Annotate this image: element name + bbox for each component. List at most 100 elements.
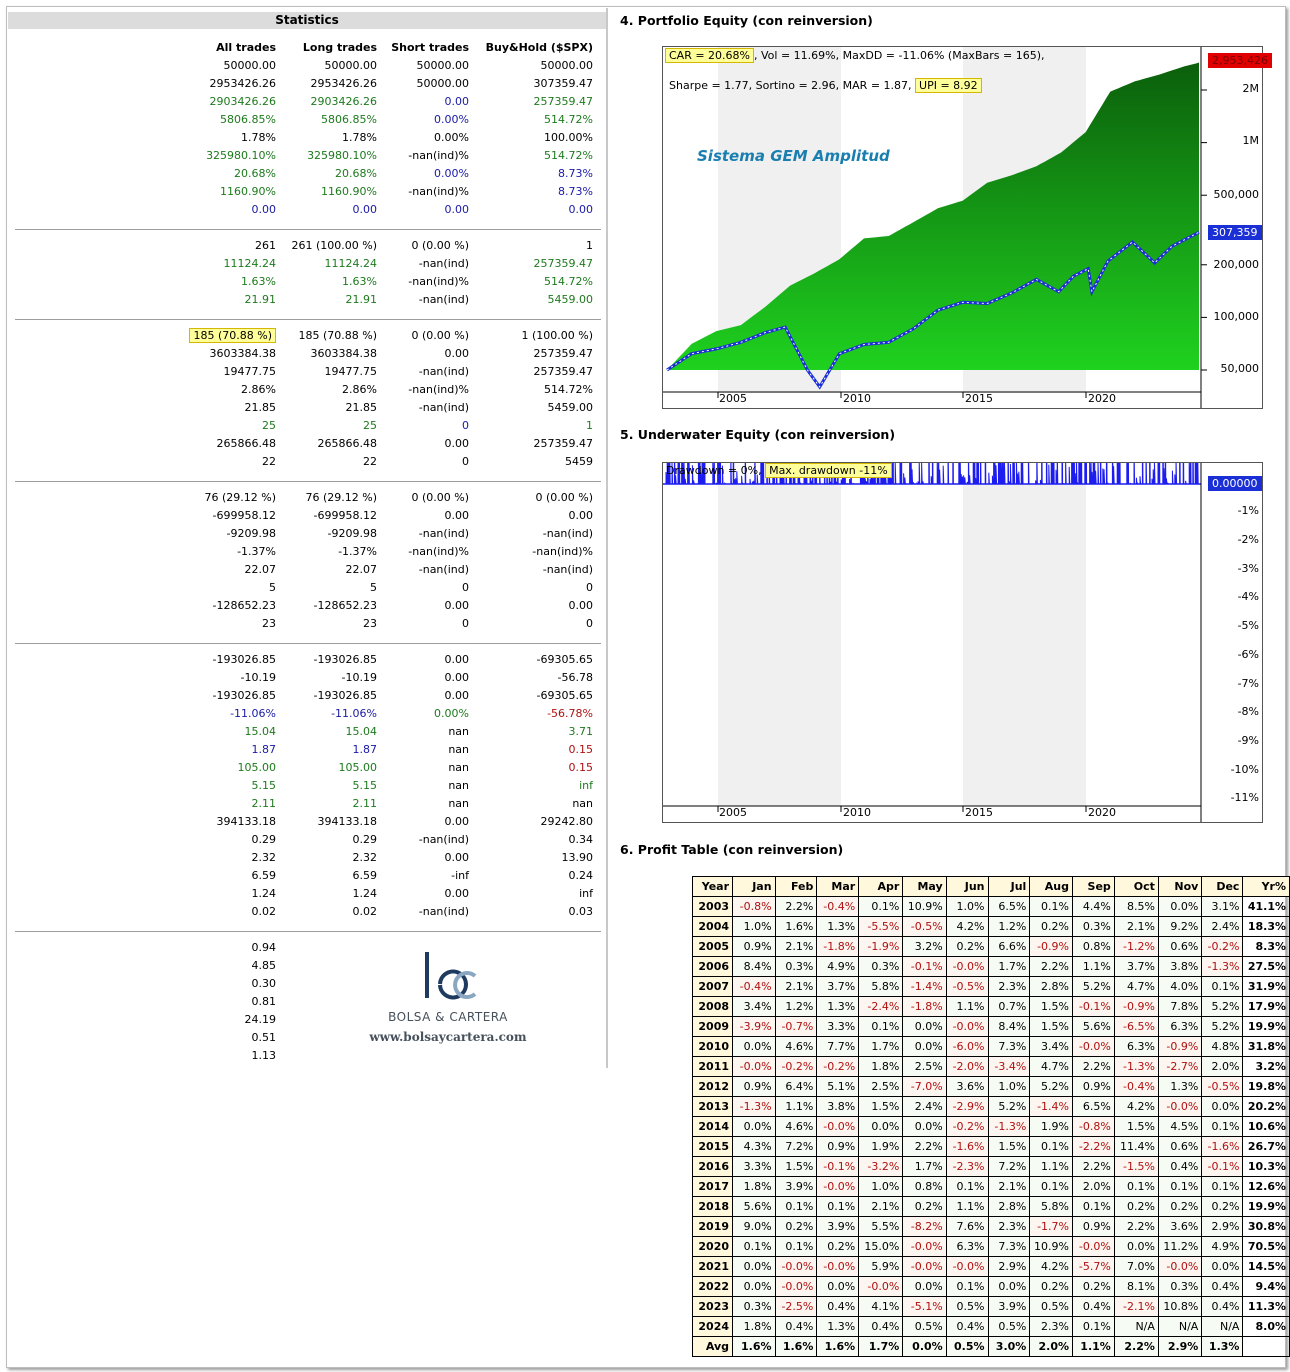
profit-table-cell: 1.1% bbox=[945, 996, 989, 1017]
stats-cell: 50000.00 bbox=[223, 59, 277, 72]
profit-table-cell: 1.0% bbox=[945, 896, 989, 917]
profit-table-cell: 20.2% bbox=[1242, 1096, 1290, 1117]
profit-table-cell: -0.4% bbox=[1113, 1076, 1159, 1097]
profit-table-cell: -2.7% bbox=[1157, 1056, 1203, 1077]
profit-table-cell: 1.9% bbox=[1029, 1116, 1073, 1137]
winners-row: 185 (70.88 %) 185 (70.88 %) 0 (0.00 %) 1 (1… bbox=[8, 327, 606, 345]
profit-table-cell: 2.5% bbox=[902, 1056, 947, 1077]
stats-row: 25 25 0 1 bbox=[8, 417, 606, 435]
stats-cell: 325980.10% bbox=[307, 149, 377, 162]
stats-row: -1.37% -1.37% -nan(ind)% -nan(ind)% bbox=[8, 543, 606, 561]
stats-cell: -nan(ind) bbox=[418, 527, 469, 540]
profit-table-cell: 0.0% bbox=[902, 1016, 947, 1037]
profit-table-cell: 2.9% bbox=[987, 1256, 1031, 1277]
profit-table-cell: 1.1% bbox=[945, 1196, 989, 1217]
profit-table-year: 2018 bbox=[691, 1196, 734, 1217]
stats-row: 1.87 1.87 nan 0.15 bbox=[8, 741, 606, 759]
stats-row: 0.00 0.00 0.00 0.00 bbox=[8, 201, 606, 219]
profit-table-cell: 3.4% bbox=[1029, 1036, 1073, 1057]
section-divider bbox=[15, 319, 601, 320]
profit-table-cell: 1.7% bbox=[858, 1036, 904, 1057]
profit-table-cell: -3.9% bbox=[732, 1016, 776, 1037]
profit-table-cell: 2.2% bbox=[902, 1136, 947, 1157]
stats-row: -193026.85 -193026.85 0.00 -69305.65 bbox=[8, 687, 606, 705]
profit-table-cell: 0.2% bbox=[1029, 916, 1073, 937]
stats-cell: 1 bbox=[586, 239, 593, 252]
profit-table-cell: 3.6% bbox=[1157, 1216, 1203, 1237]
stats-cell: -nan(ind) bbox=[418, 905, 469, 918]
stats-cell: 514.72% bbox=[544, 383, 593, 396]
stats-cell: 20.68% bbox=[234, 167, 276, 180]
stats-cell: -9209.98 bbox=[327, 527, 377, 540]
profit-table-cell: -0.0% bbox=[732, 1056, 776, 1077]
stats-cell: 2.11 bbox=[352, 797, 378, 810]
profit-table-cell: 2.1% bbox=[987, 1176, 1031, 1197]
profit-table-cell: N/A bbox=[1157, 1316, 1203, 1337]
profit-table-cell: -0.0% bbox=[816, 1256, 860, 1277]
profit-table-cell: 1.5% bbox=[774, 1156, 818, 1177]
stats-row: 21.91 21.91 -nan(ind) 5459.00 bbox=[8, 291, 606, 309]
profit-table-cell: 0.1% bbox=[858, 896, 904, 917]
profit-table-cell: 1.3% bbox=[816, 1316, 860, 1337]
x-axis-tick-label: 2020 bbox=[1088, 806, 1116, 819]
profit-table-column-header: Jun bbox=[945, 876, 989, 897]
stats-cell: -193026.85 bbox=[313, 653, 377, 666]
stats-cell: 5459.00 bbox=[547, 293, 594, 306]
stats-cell: 0.00 bbox=[444, 203, 470, 216]
stats-cell: 2953426.26 bbox=[310, 77, 377, 90]
profit-table-cell: 8.4% bbox=[987, 1016, 1031, 1037]
profit-table-cell: 0.1% bbox=[1072, 1196, 1115, 1217]
profit-table-cell: 0.3% bbox=[1157, 1276, 1203, 1297]
stats-cell: 2.11 bbox=[251, 797, 277, 810]
profit-table-cell: 0.7% bbox=[987, 996, 1031, 1017]
profit-table-cell: 0.9% bbox=[732, 1076, 776, 1097]
stats-cell: -nan(ind) bbox=[418, 257, 469, 270]
stats-row: -11.06% -11.06% 0.00% -56.78% bbox=[8, 705, 606, 723]
stats-row: 325980.10% 325980.10% -nan(ind)% 514.72% bbox=[8, 147, 606, 165]
profit-table-row: 2018 5.6% 0.1% 0.1% 2.1% 0.2% 1.1% 2.8% 5.8% 0.1%… bbox=[691, 1196, 1290, 1217]
stats-cell: -56.78% bbox=[547, 707, 593, 720]
profit-table-cell: 31.9% bbox=[1242, 976, 1290, 997]
profit-table-cell: -2.3% bbox=[945, 1156, 989, 1177]
stats-row: 21.85 21.85 -nan(ind) 5459.00 bbox=[8, 399, 606, 417]
profit-table-cell: 3.7% bbox=[1113, 956, 1159, 977]
stats-cell: 0.00 bbox=[444, 599, 470, 612]
stats-cell: -69305.65 bbox=[536, 689, 593, 702]
profit-table-cell: 5.6% bbox=[1072, 1016, 1115, 1037]
stats-cell: 20.68% bbox=[335, 167, 377, 180]
y-axis-tick-label: 100,000 bbox=[1213, 310, 1260, 323]
profit-table-cell: 3.2% bbox=[902, 936, 947, 957]
stats-cell: nan bbox=[448, 725, 469, 738]
y-axis-tick-label: 2M bbox=[1242, 82, 1260, 95]
stats-cell: 2.86% bbox=[241, 383, 276, 396]
stats-cell: 19477.75 bbox=[324, 365, 378, 378]
stats-cell: 0.34 bbox=[568, 833, 594, 846]
profit-table-cell: 9.2% bbox=[1157, 916, 1203, 937]
profit-table: Year Jan Feb Mar Apr May Jun Jul Aug Sep Oct Nov Dec… bbox=[691, 876, 1290, 1357]
equity-stats-line2: Sharpe = 1.77, Sortino = 2.96, MAR = 1.8… bbox=[669, 79, 912, 92]
stats-cell: 8.73% bbox=[558, 185, 593, 198]
profit-table-cell: 2.1% bbox=[774, 936, 818, 957]
profit-table-cell: -0.0% bbox=[816, 1116, 860, 1137]
logo-url[interactable]: www.bolsaycartera.com bbox=[369, 1030, 527, 1044]
profit-table-cell: 1.2% bbox=[987, 916, 1031, 937]
stats-cell: 0 bbox=[462, 419, 469, 432]
profit-table-row: 2011 -0.0% -0.2% -0.2% 1.8% 2.5% -2.0% -3.4% 4.7… bbox=[691, 1056, 1290, 1077]
profit-table-cell: 17.9% bbox=[1242, 996, 1290, 1017]
stats-cell: 1.87 bbox=[251, 743, 277, 756]
profit-table-column-header: Yr% bbox=[1242, 876, 1290, 897]
profit-table-column-header: Jul bbox=[987, 876, 1031, 897]
underwater-chart[interactable]: Drawdown = 0%, Max. drawdown -11% bbox=[662, 462, 1263, 823]
profit-table-cell: 2.8% bbox=[987, 1196, 1031, 1217]
profit-table-cell: 0.1% bbox=[1072, 1316, 1115, 1337]
equity-chart[interactable]: CAR = 20.68%, Vol = 11.69%, MaxDD = -11.… bbox=[662, 46, 1263, 409]
profit-table-cell: 0.4% bbox=[774, 1316, 818, 1337]
profit-table-cell: 4.1% bbox=[858, 1296, 904, 1317]
stats-cell: -nan(ind) bbox=[418, 563, 469, 576]
stats-cell: 50000.00 bbox=[540, 59, 594, 72]
stats-cell: 257359.47 bbox=[533, 365, 594, 378]
stats-cell: -nan(ind) bbox=[418, 365, 469, 378]
profit-table-cell: -0.0% bbox=[1157, 1256, 1203, 1277]
profit-table-cell: N/A bbox=[1201, 1316, 1244, 1337]
stats-cell: 105.00 bbox=[237, 761, 277, 774]
